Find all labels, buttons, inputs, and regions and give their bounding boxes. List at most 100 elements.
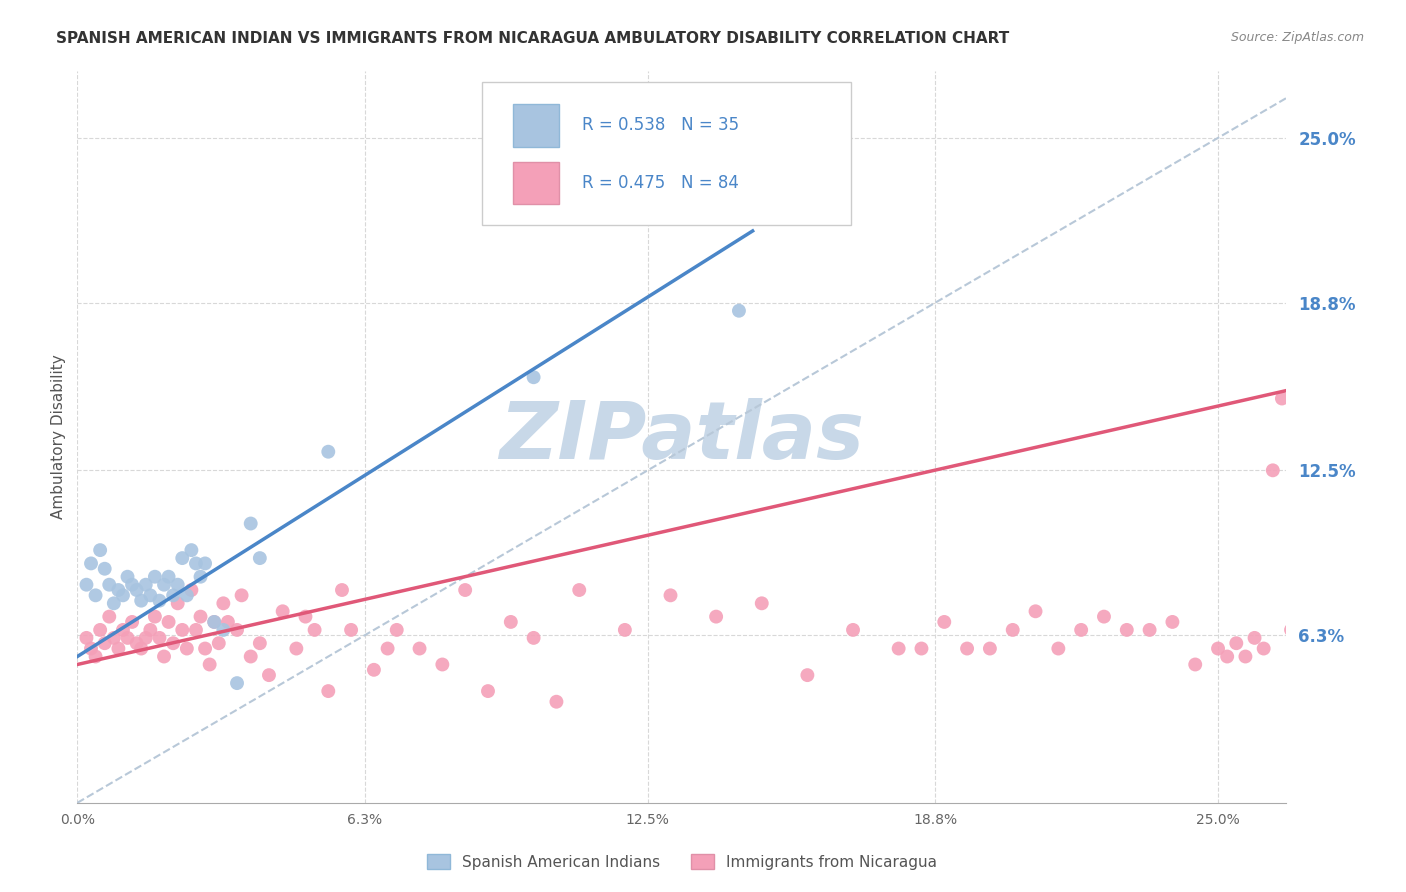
Point <box>180 582 202 597</box>
Point <box>1279 623 1302 637</box>
Text: ZIPatlas: ZIPatlas <box>499 398 865 476</box>
Point <box>176 641 198 656</box>
Point <box>304 623 326 637</box>
Point <box>212 596 235 610</box>
Point <box>659 588 682 602</box>
Point <box>1216 649 1239 664</box>
Point <box>979 641 1001 656</box>
Point <box>1184 657 1206 672</box>
Point <box>148 593 170 607</box>
Point <box>194 641 217 656</box>
Point <box>107 582 129 597</box>
Point <box>796 668 818 682</box>
Text: R = 0.475   N = 84: R = 0.475 N = 84 <box>582 174 738 193</box>
Point <box>1271 392 1294 406</box>
Point <box>363 663 385 677</box>
Point <box>172 623 194 637</box>
Point <box>316 684 339 698</box>
Point <box>89 543 111 558</box>
Point <box>546 695 568 709</box>
Point <box>198 657 221 672</box>
Point <box>1025 604 1047 618</box>
Point <box>202 615 225 629</box>
Bar <box>513 162 558 204</box>
Point <box>316 444 339 458</box>
Point <box>117 631 139 645</box>
Point <box>139 623 162 637</box>
Bar <box>513 104 558 146</box>
Point <box>239 649 262 664</box>
Point <box>249 636 271 650</box>
Point <box>80 641 103 656</box>
Point <box>129 641 152 656</box>
Point <box>956 641 979 656</box>
Point <box>143 609 166 624</box>
Point <box>330 582 353 597</box>
Point <box>1253 641 1275 656</box>
Point <box>157 615 180 629</box>
Point <box>408 641 430 656</box>
Point <box>103 631 125 645</box>
Point <box>1161 615 1184 629</box>
Point <box>117 570 139 584</box>
Point <box>75 577 97 591</box>
Point <box>226 623 249 637</box>
Point <box>139 588 162 602</box>
Point <box>271 604 294 618</box>
Point <box>153 649 176 664</box>
Point <box>613 623 636 637</box>
Point <box>1047 641 1070 656</box>
Point <box>180 543 202 558</box>
Point <box>257 668 280 682</box>
Point <box>162 636 184 650</box>
Point <box>1139 623 1161 637</box>
Point <box>157 570 180 584</box>
Point <box>377 641 399 656</box>
Point <box>285 641 308 656</box>
Point <box>910 641 932 656</box>
Point <box>162 588 184 602</box>
Point <box>80 557 103 571</box>
Point <box>103 596 125 610</box>
Point <box>93 636 115 650</box>
Point <box>887 641 910 656</box>
Point <box>523 631 546 645</box>
Point <box>148 631 170 645</box>
Point <box>1261 463 1284 477</box>
Point <box>172 551 194 566</box>
Point <box>1115 623 1137 637</box>
Point <box>111 623 134 637</box>
Point <box>208 636 231 650</box>
Point <box>842 623 865 637</box>
Point <box>143 570 166 584</box>
Point <box>111 588 134 602</box>
Point <box>751 596 773 610</box>
Point <box>184 557 207 571</box>
Point <box>340 623 363 637</box>
Point <box>194 557 217 571</box>
Point <box>135 577 157 591</box>
Point <box>153 577 176 591</box>
Point <box>84 588 107 602</box>
Point <box>84 649 107 664</box>
Point <box>125 582 148 597</box>
Point <box>568 582 591 597</box>
Point <box>432 657 454 672</box>
Point <box>176 588 198 602</box>
Point <box>477 684 499 698</box>
Point <box>1243 631 1265 645</box>
Point <box>1092 609 1115 624</box>
Point <box>202 615 225 629</box>
Text: SPANISH AMERICAN INDIAN VS IMMIGRANTS FROM NICARAGUA AMBULATORY DISABILITY CORRE: SPANISH AMERICAN INDIAN VS IMMIGRANTS FR… <box>56 31 1010 46</box>
Point <box>98 609 121 624</box>
Point <box>166 596 188 610</box>
Point <box>294 609 316 624</box>
Point <box>217 615 239 629</box>
Point <box>125 636 148 650</box>
Text: Source: ZipAtlas.com: Source: ZipAtlas.com <box>1230 31 1364 45</box>
Legend: Spanish American Indians, Immigrants from Nicaragua: Spanish American Indians, Immigrants fro… <box>420 847 943 876</box>
Point <box>98 577 121 591</box>
Point <box>184 623 207 637</box>
FancyBboxPatch shape <box>482 82 851 225</box>
Point <box>129 593 152 607</box>
